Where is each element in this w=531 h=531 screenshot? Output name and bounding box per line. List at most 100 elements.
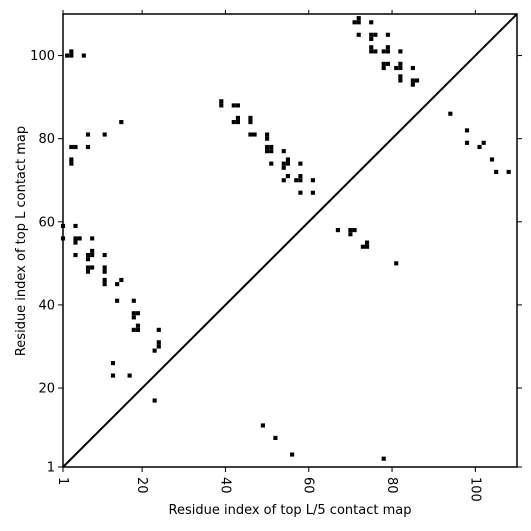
contact-point — [356, 32, 361, 37]
contact-point — [102, 265, 107, 270]
x-tick-label: 80 — [384, 477, 399, 494]
contact-point — [269, 144, 274, 150]
contact-point — [335, 228, 340, 233]
contact-point — [352, 20, 357, 25]
contact-point — [398, 61, 403, 66]
contact-point — [231, 120, 236, 125]
contact-point — [69, 53, 74, 58]
contact-point — [69, 161, 74, 166]
contact-point — [131, 311, 136, 316]
contact-point — [81, 53, 86, 58]
contact-point — [360, 244, 365, 249]
contact-point — [265, 149, 270, 154]
contact-point — [85, 252, 91, 258]
contact-point — [77, 236, 82, 241]
contact-point — [281, 165, 286, 170]
contact-point — [285, 174, 290, 179]
contact-point — [369, 36, 374, 41]
y-tick-label: 80 — [38, 132, 55, 147]
contact-point — [398, 65, 403, 71]
contact-point — [373, 49, 378, 54]
contact-point — [398, 78, 403, 83]
contact-point — [290, 452, 295, 457]
contact-point — [394, 65, 399, 71]
x-tick-label: 40 — [217, 477, 232, 494]
contact-point — [110, 373, 116, 378]
contact-point — [369, 45, 374, 50]
contact-point — [102, 277, 107, 283]
diagonal-line — [62, 13, 518, 468]
contact-point — [269, 149, 274, 154]
contact-point — [364, 244, 370, 249]
x-tick-label: 60 — [301, 477, 316, 494]
contact-point — [248, 120, 253, 125]
x-tick-label: 1 — [55, 477, 70, 485]
contact-point — [248, 132, 253, 137]
contact-point — [102, 132, 107, 137]
contact-point — [369, 20, 374, 25]
contact-point — [219, 99, 224, 104]
contact-point — [265, 144, 270, 150]
contact-point — [135, 323, 141, 328]
contact-point — [381, 61, 386, 66]
contact-point — [90, 252, 95, 258]
contact-point — [135, 327, 141, 332]
contact-point — [448, 111, 453, 116]
contact-point — [285, 161, 290, 166]
plot-frame — [62, 13, 518, 468]
contact-point — [273, 435, 278, 440]
contact-point — [131, 315, 136, 320]
contact-point — [131, 327, 136, 332]
contact-point — [102, 252, 107, 258]
contact-point — [294, 178, 299, 183]
contact-point — [119, 120, 124, 125]
contact-point — [90, 236, 95, 241]
contact-point — [85, 144, 91, 150]
y-tick-label: 1 — [47, 461, 55, 476]
y-axis-label: Residue index of top L contact map — [14, 126, 29, 356]
contact-point — [252, 132, 257, 137]
contact-point — [69, 49, 74, 54]
contact-point — [489, 157, 495, 162]
contact-point — [281, 161, 286, 166]
x-tick-label: 100 — [467, 477, 482, 502]
contact-point — [464, 128, 470, 133]
y-tick-label: 100 — [30, 49, 55, 64]
contact-point — [69, 157, 74, 162]
contact-point — [152, 398, 157, 403]
contact-point — [414, 78, 420, 83]
contact-point — [119, 277, 124, 283]
contact-point — [85, 257, 91, 262]
contact-point — [369, 32, 374, 37]
contact-point — [248, 115, 253, 120]
contact-point — [135, 311, 141, 316]
contact-point — [298, 174, 303, 179]
contact-point — [369, 49, 374, 54]
contact-point — [506, 169, 511, 174]
contact-point — [285, 157, 290, 162]
contact-point — [398, 49, 403, 54]
contact-point — [398, 74, 403, 79]
contact-point — [356, 20, 361, 25]
contact-point — [73, 252, 78, 258]
contact-point — [298, 178, 303, 183]
contact-point — [364, 240, 370, 245]
contact-point — [494, 169, 499, 174]
contact-point — [385, 32, 390, 37]
contact-point — [156, 327, 161, 332]
contact-point — [348, 232, 353, 237]
contact-point — [265, 132, 270, 137]
contact-point — [85, 132, 91, 137]
contact-point — [410, 65, 415, 71]
contact-point — [73, 236, 78, 241]
contact-point — [381, 456, 386, 461]
contact-point — [152, 348, 157, 353]
contact-point — [385, 61, 390, 66]
contact-point — [281, 149, 286, 154]
contact-point — [373, 32, 378, 37]
contact-point — [348, 228, 353, 233]
contact-point — [110, 361, 116, 366]
contact-point — [69, 144, 74, 150]
contact-point — [85, 265, 91, 270]
